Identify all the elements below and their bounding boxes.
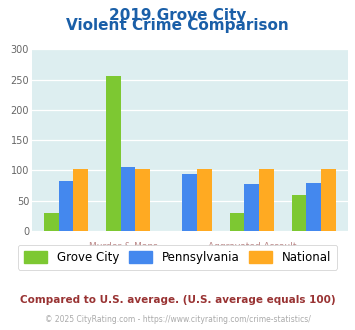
Bar bbox=[73, 169, 88, 231]
Text: Compared to U.S. average. (U.S. average equals 100): Compared to U.S. average. (U.S. average … bbox=[20, 295, 335, 305]
Text: Violent Crime Comparison: Violent Crime Comparison bbox=[66, 18, 289, 33]
Bar bbox=[106, 76, 121, 231]
Text: Murder & Mans...: Murder & Mans... bbox=[89, 242, 166, 251]
Text: All Violent Crime: All Violent Crime bbox=[28, 256, 104, 265]
Bar bbox=[121, 167, 135, 231]
Bar bbox=[291, 195, 306, 231]
Text: Robbery: Robbery bbox=[171, 256, 209, 265]
Bar bbox=[197, 169, 212, 231]
Bar bbox=[306, 182, 321, 231]
Bar bbox=[245, 184, 259, 231]
Bar bbox=[321, 169, 336, 231]
Text: Rape: Rape bbox=[302, 256, 325, 265]
Text: Aggravated Assault: Aggravated Assault bbox=[208, 242, 296, 251]
Bar bbox=[230, 213, 245, 231]
Bar bbox=[44, 213, 59, 231]
Bar bbox=[259, 169, 274, 231]
Legend: Grove City, Pennsylvania, National: Grove City, Pennsylvania, National bbox=[18, 245, 337, 270]
Text: © 2025 CityRating.com - https://www.cityrating.com/crime-statistics/: © 2025 CityRating.com - https://www.city… bbox=[45, 315, 310, 324]
Bar bbox=[59, 182, 73, 231]
Bar bbox=[135, 169, 150, 231]
Text: 2019 Grove City: 2019 Grove City bbox=[109, 8, 246, 23]
Bar bbox=[182, 174, 197, 231]
